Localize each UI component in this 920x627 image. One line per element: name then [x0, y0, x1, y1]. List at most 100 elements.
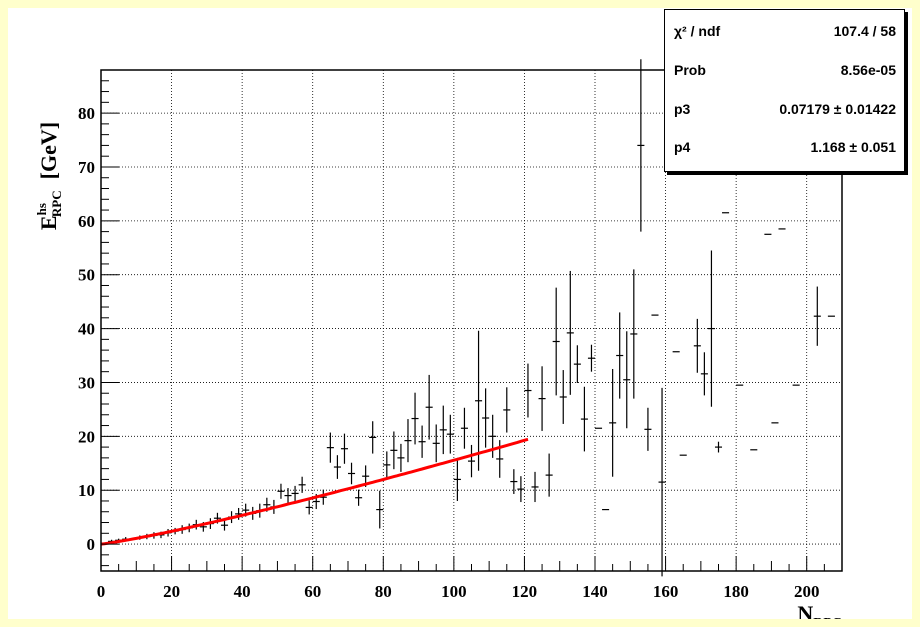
data-point — [609, 368, 617, 477]
y-axis-title: EhsRPC [GeV] — [34, 122, 64, 230]
axis-ticks — [100, 80, 843, 571]
data-point — [340, 433, 348, 464]
data-point — [637, 59, 645, 232]
data-point — [411, 392, 419, 445]
stat-value: 107.4 / 58 — [833, 23, 896, 39]
y-tick-label: 10 — [78, 481, 95, 500]
x-tick-label: 60 — [304, 582, 321, 601]
data-point — [369, 421, 377, 454]
data-point — [566, 270, 574, 395]
x-tick-label: 0 — [97, 582, 106, 601]
data-point — [383, 451, 391, 479]
data-point — [475, 330, 483, 471]
fit-curve — [100, 437, 529, 546]
y-axis-title-group: EhsRPC [GeV] — [34, 122, 64, 230]
x-tick-label: 140 — [582, 582, 608, 601]
y-axis-title-sup: hs — [34, 203, 49, 215]
x-tick-label: 200 — [794, 582, 820, 601]
stat-value: 1.168 ± 0.051 — [810, 139, 896, 155]
fit-stats-box: χ² / ndf 107.4 / 58 Prob 8.56e-05 p3 0.0… — [664, 9, 905, 172]
data-point — [707, 250, 715, 407]
y-axis-title-text: EhsRPC [GeV] — [34, 122, 64, 230]
data-point — [700, 352, 708, 396]
x-axis-title: NRPC — [797, 601, 842, 619]
y-axis-title-unit: [GeV] — [36, 122, 61, 190]
data-point — [510, 469, 518, 494]
data-point — [482, 388, 490, 448]
data-point — [644, 407, 652, 451]
x-axis-title-sub: RPC — [813, 616, 842, 619]
data-point — [404, 419, 412, 463]
data-point — [467, 444, 476, 478]
data-point — [538, 366, 546, 431]
data-point — [235, 507, 243, 520]
stat-name: χ² / ndf — [674, 23, 721, 39]
data-point — [348, 462, 356, 485]
x-tick-label: 20 — [163, 582, 180, 601]
stat-name: p4 — [674, 139, 691, 155]
data-point — [376, 490, 384, 529]
data-point — [220, 519, 229, 531]
data-point — [284, 488, 292, 504]
data-point — [418, 425, 426, 458]
chart: 0 20 40 60 80 100 120 140 160 180 200 0 10 20 30 40 50 6… — [34, 59, 843, 619]
data-point — [390, 431, 398, 470]
stat-value: 0.07179 ± 0.01422 — [779, 101, 896, 117]
x-tick-labels: 0 20 40 60 80 100 120 140 160 180 200 — [97, 582, 820, 601]
data-point — [446, 414, 454, 454]
data-point — [432, 424, 440, 463]
y-tick-label: 0 — [87, 535, 96, 554]
data-point — [714, 441, 723, 453]
data-point — [658, 387, 666, 577]
data-point — [630, 269, 638, 399]
data-point — [291, 485, 299, 501]
data-point — [813, 286, 821, 346]
data-point — [355, 489, 363, 506]
data-point — [460, 407, 468, 449]
stat-name: p3 — [674, 101, 691, 117]
x-tick-label: 80 — [375, 582, 392, 601]
y-tick-label: 40 — [78, 320, 95, 339]
data-point — [552, 287, 560, 396]
y-tick-label: 20 — [78, 427, 95, 446]
stat-value: 8.56e-05 — [840, 62, 896, 78]
data-point — [453, 457, 461, 501]
y-tick-label: 80 — [78, 104, 95, 123]
data-point — [531, 471, 539, 503]
y-tick-label: 60 — [78, 212, 95, 231]
y-tick-label: 50 — [78, 266, 95, 285]
y-tick-labels: 0 10 20 30 40 50 60 70 80 — [78, 104, 95, 554]
stat-row-p4: p4 1.168 ± 0.051 — [665, 132, 904, 162]
y-tick-label: 70 — [78, 158, 95, 177]
x-axis-title-text: NRPC — [797, 601, 842, 619]
data-point — [439, 405, 447, 455]
x-axis-title-main: N — [797, 601, 813, 619]
data-point — [298, 476, 306, 493]
stat-row-chi2: χ² / ndf 107.4 / 58 — [665, 16, 904, 46]
x-tick-label: 100 — [441, 582, 467, 601]
data-point — [559, 370, 567, 424]
stat-name: Prob — [674, 62, 706, 78]
x-tick-label: 120 — [512, 582, 538, 601]
data-point — [277, 483, 285, 499]
stat-row-prob: Prob 8.56e-05 — [665, 55, 904, 85]
stat-row-p3: p3 0.07179 ± 0.01422 — [665, 94, 904, 124]
y-axis-title-main: E — [36, 215, 61, 230]
data-point — [616, 312, 624, 399]
data-point — [326, 432, 334, 463]
x-tick-label: 40 — [234, 582, 251, 601]
data-point — [587, 344, 595, 372]
data-point — [333, 455, 341, 479]
data-point — [397, 443, 405, 472]
data-point — [305, 500, 313, 515]
data-point — [503, 387, 511, 433]
data-point — [623, 331, 631, 429]
data-point — [425, 374, 433, 440]
data-point — [517, 476, 525, 503]
data-point — [580, 386, 588, 452]
x-tick-label: 180 — [723, 582, 749, 601]
y-axis-title-sub: RPC — [49, 190, 64, 217]
data-point — [524, 363, 532, 418]
data-point — [693, 318, 701, 373]
x-tick-label: 160 — [653, 582, 679, 601]
